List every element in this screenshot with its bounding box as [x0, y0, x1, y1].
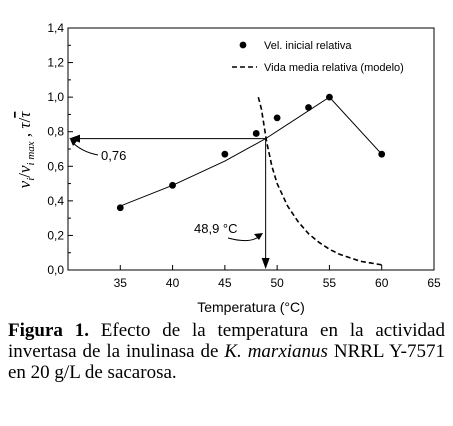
- data-point: [116, 204, 124, 212]
- y-title-slash: /: [15, 173, 34, 178]
- x-axis-title: Temperatura (°C): [197, 299, 305, 315]
- caption-text-before: Efecto de la temperatura en la actividad…: [8, 320, 445, 362]
- fit-line-path: [120, 96, 383, 207]
- data-point: [326, 93, 333, 101]
- y-annotation-arrow: [71, 141, 99, 156]
- x-tick-label: 35: [114, 276, 128, 290]
- x-tick-label: 40: [166, 276, 180, 290]
- x-tick-label: 50: [270, 276, 284, 290]
- y-title-v: v: [15, 180, 34, 188]
- y-value-annotation: 0,76: [101, 148, 126, 163]
- x-annotation-arrowhead: [254, 233, 263, 240]
- data-point: [378, 150, 386, 158]
- y-title-slash2: /: [15, 117, 34, 122]
- y-tick-label: 0,8: [47, 125, 64, 139]
- legend: Vel. inicial relativa Vida media relativ…: [232, 40, 404, 74]
- x-axis-ticks: 35 40 45 50 55 60 65: [114, 265, 441, 290]
- x-annotation-arrow: [227, 235, 261, 242]
- fit-line: [120, 96, 383, 207]
- y-title-tau: τ: [15, 122, 34, 129]
- y-tick-label: 0,6: [47, 159, 64, 173]
- y-tick-label: 0,0: [47, 263, 64, 277]
- caption-text-after: NRRL Y-7571 en 20 g/L de sacarosa.: [8, 341, 445, 383]
- y-title-imax: i max: [25, 141, 37, 165]
- caption-label: Figura 1.: [8, 320, 89, 341]
- y-title-v2: v: [15, 165, 34, 173]
- y-title-sep: ,: [15, 129, 34, 142]
- y-tick-label: 1,0: [47, 90, 64, 104]
- y-tick-label: 0,4: [47, 194, 64, 208]
- data-point: [169, 181, 176, 189]
- data-point: [305, 104, 312, 111]
- y-tick-label: 0,2: [47, 228, 64, 242]
- x-tick-label: 60: [375, 276, 389, 290]
- data-point: [221, 150, 229, 158]
- y-title-i: i: [25, 178, 37, 181]
- x-tick-label: 45: [218, 276, 232, 290]
- caption-species: K. marxianus: [224, 341, 328, 362]
- y-tick-label: 1,4: [47, 21, 64, 35]
- data-point: [273, 114, 281, 122]
- x-value-annotation: 48,9 °C: [194, 221, 238, 236]
- data-point: [252, 130, 260, 137]
- vertical-guide-arrowhead: [261, 258, 270, 269]
- velocity-points: [116, 93, 386, 212]
- x-tick-label: 65: [427, 276, 441, 290]
- chart: 35 40 45 50 55 60 65 0,00,20,40,60,81,01,21,4 …: [15, 21, 441, 315]
- x-tick-label: 55: [323, 276, 337, 290]
- legend-label-points: Vel. inicial relativa: [264, 40, 352, 52]
- guide-lines: [69, 134, 270, 269]
- y-title-taubar: τ: [15, 111, 34, 118]
- y-axis-title: vi/vi max , τ/τ: [15, 111, 37, 189]
- y-annotation-arrowhead: [70, 139, 77, 146]
- legend-marker-points: [239, 41, 247, 49]
- figure-caption: Figura 1. Efecto de la temperatura en la…: [8, 320, 445, 383]
- svg-text:vi/vi max , τ/τ: vi/vi max , τ/τ: [15, 111, 37, 189]
- dashed-curve-path: [257, 96, 382, 266]
- legend-label-dashed: Vida media relativa (modelo): [264, 62, 404, 74]
- y-tick-label: 1,2: [47, 56, 64, 70]
- y-axis-ticks: 0,0 0,2 0,4 0,6 0,8 1,0 1,2 1,4: [47, 21, 73, 277]
- horizontal-guide-arrowhead: [69, 134, 80, 143]
- half-life-model-curve: [257, 96, 382, 266]
